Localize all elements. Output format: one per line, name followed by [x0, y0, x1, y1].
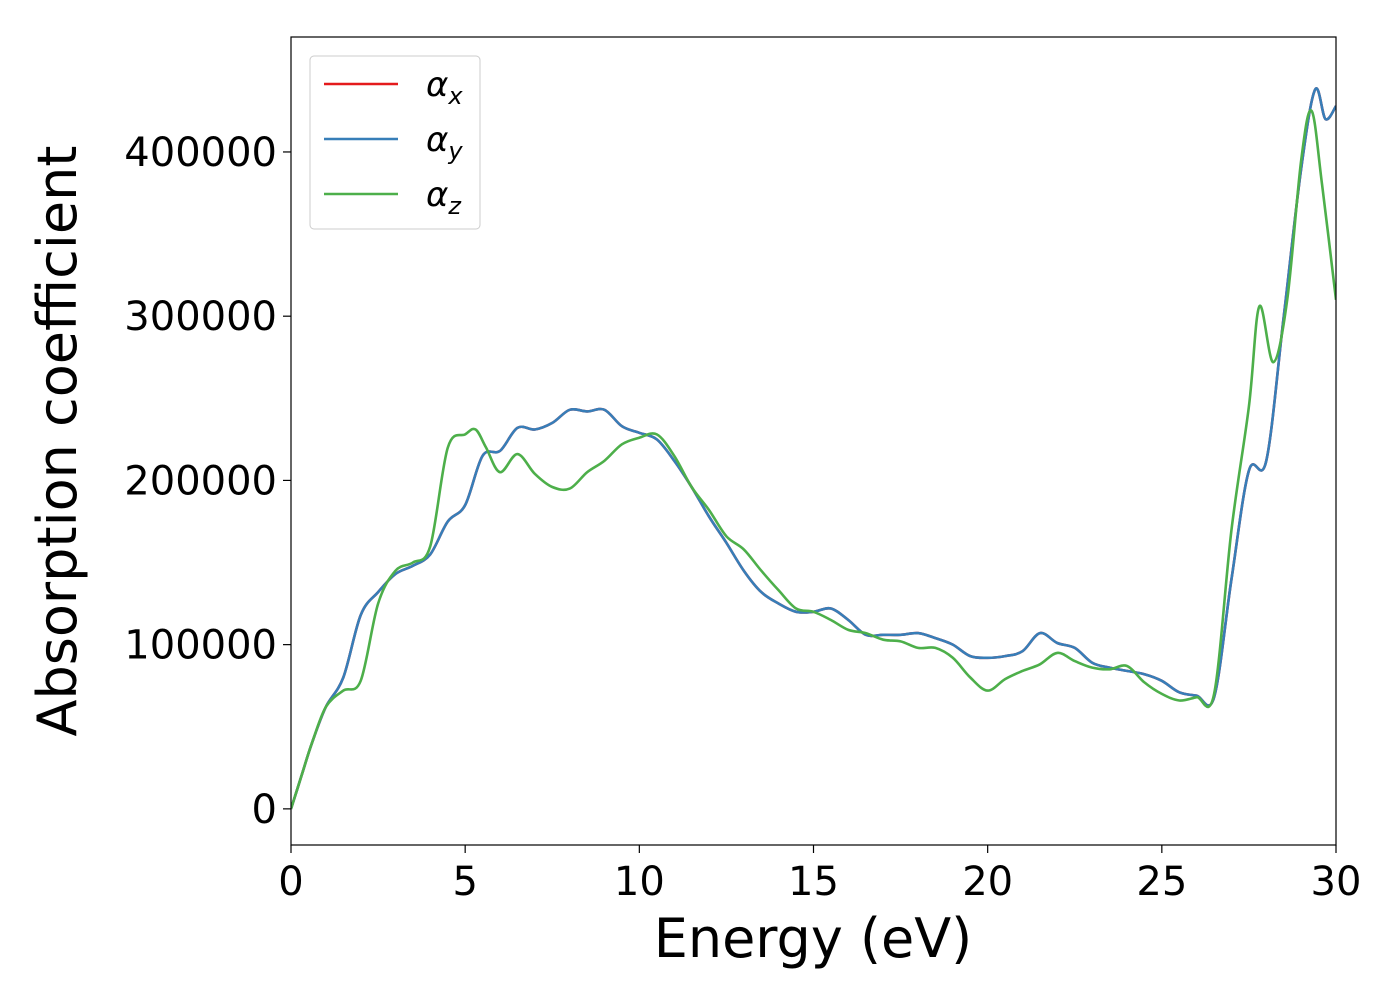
x-tick-label: 5	[452, 859, 477, 905]
series-layer	[291, 87, 1336, 810]
x-tick-label: 20	[962, 859, 1013, 905]
x-tick-label: 25	[1136, 859, 1187, 905]
legend-label-alpha-y: αy	[426, 120, 463, 165]
y-axis-title: Absorption coefficient	[26, 146, 89, 737]
y-tick-label: 0	[252, 787, 277, 833]
y-tick-label: 200000	[124, 458, 277, 504]
x-axis-title: Energy (eV)	[654, 907, 973, 970]
series-line-alpha-z	[291, 109, 1336, 810]
x-tick-label: 10	[614, 859, 665, 905]
x-axis-ticks: 0 5 10 15 20 25 30	[278, 845, 1361, 905]
legend-box	[309, 55, 481, 230]
y-tick-label: 400000	[124, 130, 277, 176]
x-tick-label: 0	[278, 859, 303, 905]
x-tick-label: 30	[1311, 859, 1362, 905]
y-axis-ticks: 0 100000 200000 300000 400000	[124, 130, 291, 833]
x-tick-label: 15	[788, 859, 839, 905]
legend-label-alpha-x: αx	[426, 65, 463, 110]
y-tick-label: 100000	[124, 623, 277, 669]
y-tick-label: 300000	[124, 294, 277, 340]
